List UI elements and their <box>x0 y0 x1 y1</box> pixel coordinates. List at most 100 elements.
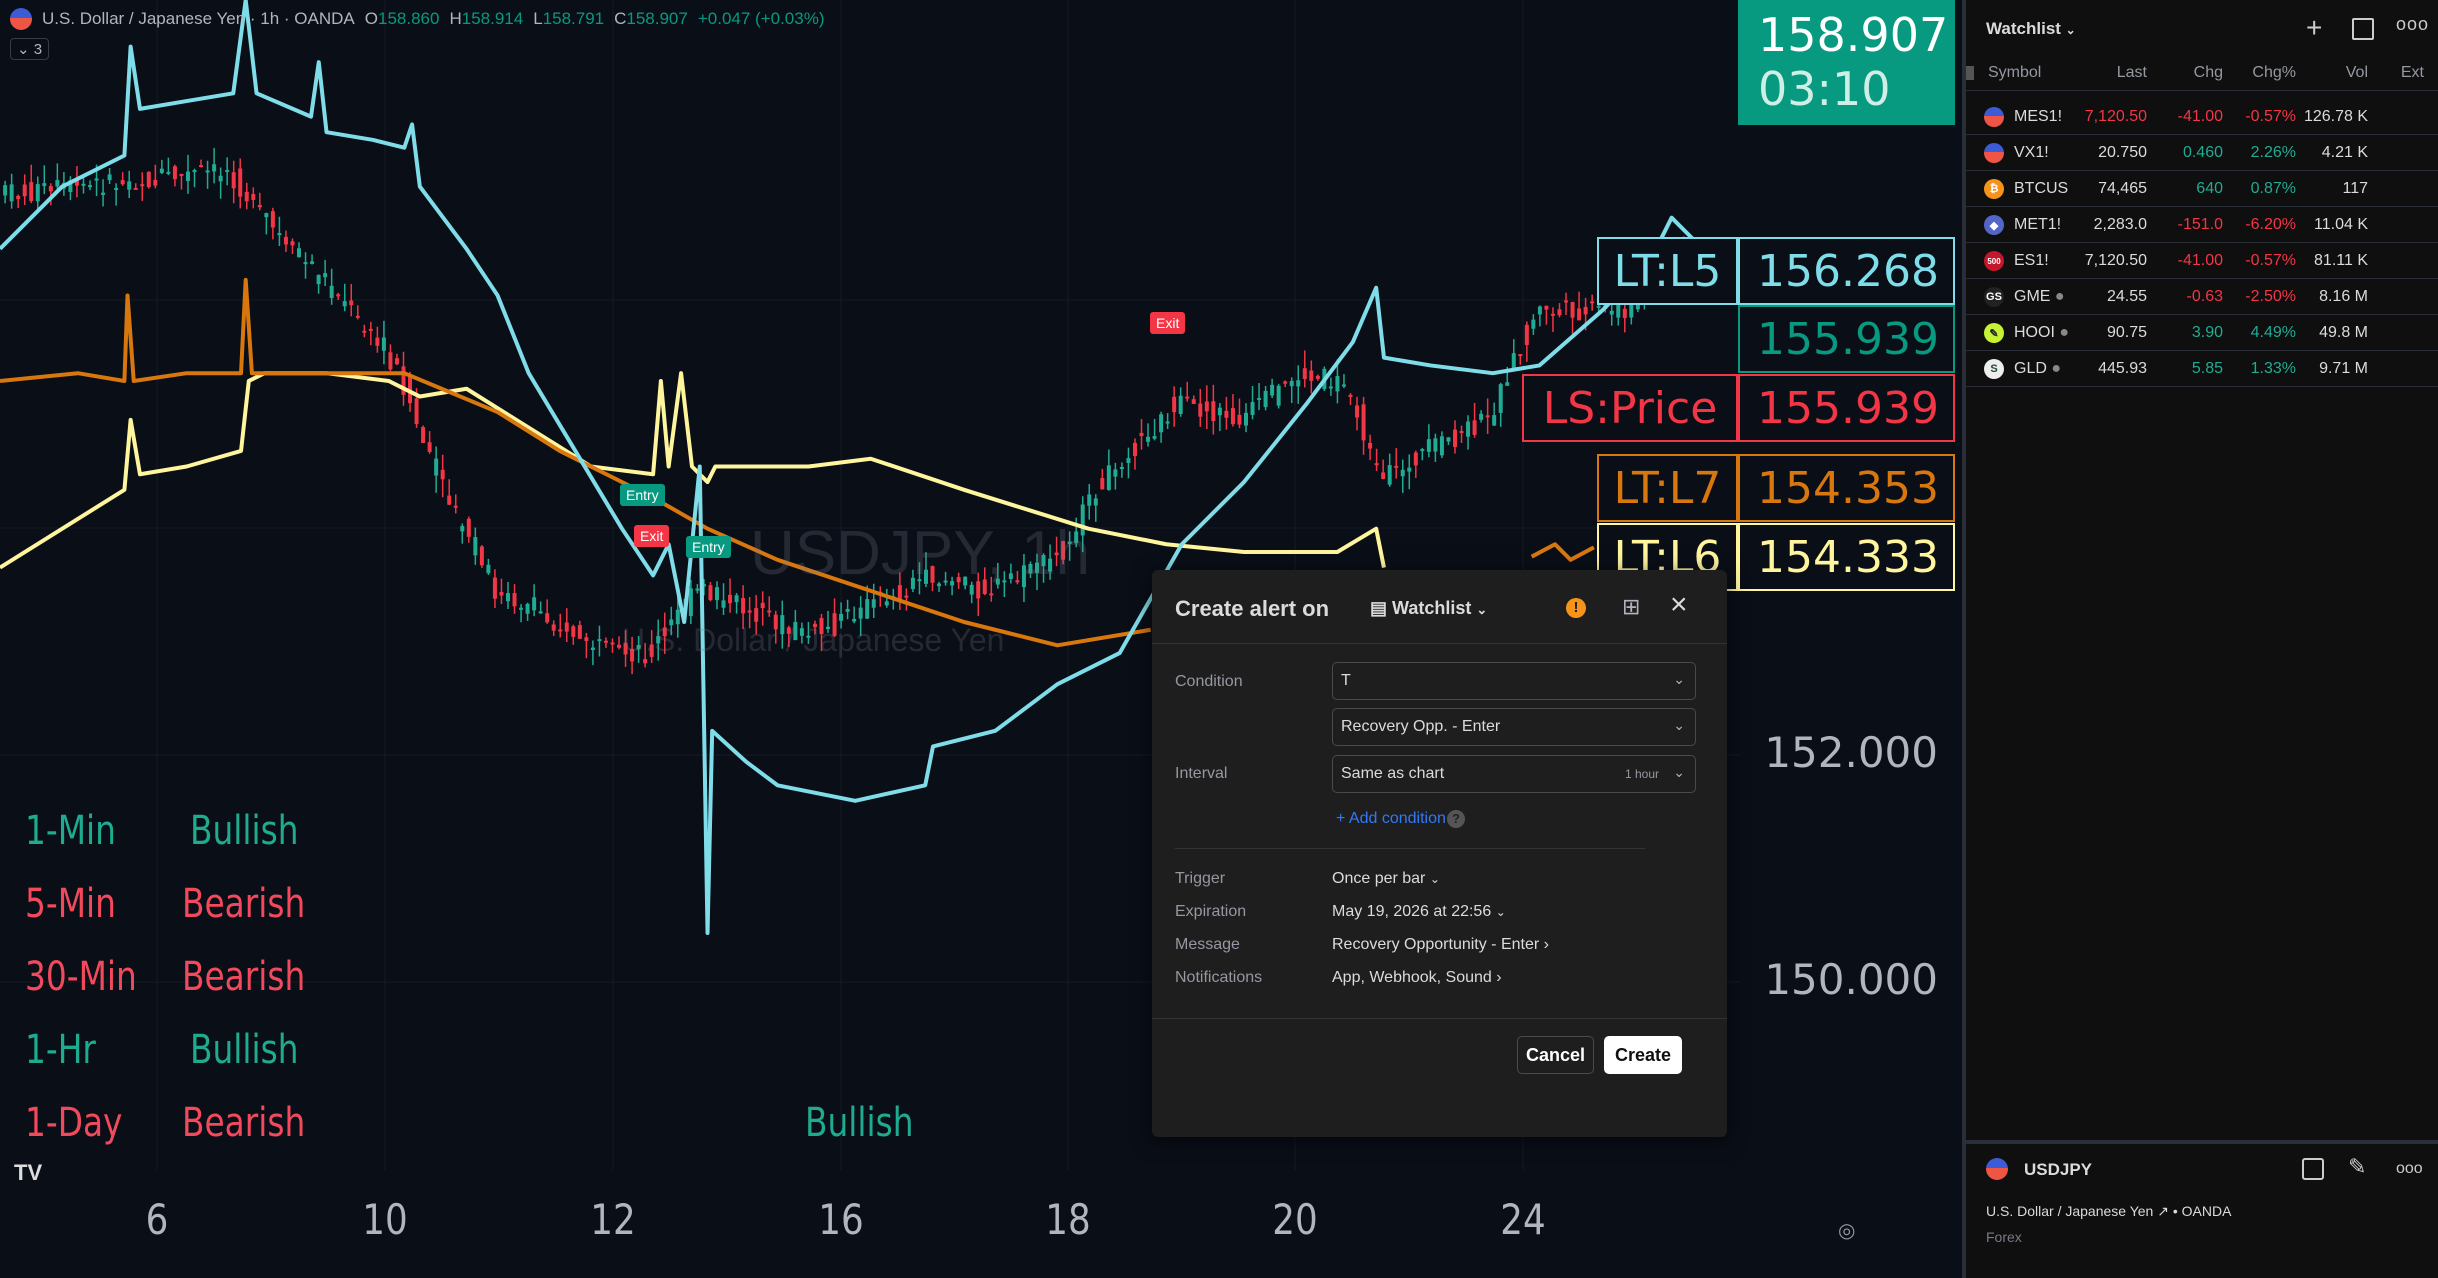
warning-icon[interactable]: ! <box>1566 598 1586 618</box>
row-symbol: ES1! <box>2014 252 2049 269</box>
notifications-link[interactable]: App, Webhook, Sound › <box>1332 969 1502 986</box>
add-symbol-icon[interactable]: + <box>2306 12 2323 43</box>
candle-body <box>1518 354 1523 357</box>
watchlist-row[interactable]: VX1! 20.750 0.460 2.26% 4.21 K <box>1966 135 2438 171</box>
watchlist-title[interactable]: Watchlist ⌄ <box>1986 19 2076 38</box>
candle-body <box>368 328 373 331</box>
x-tick: 18 <box>1045 1195 1091 1244</box>
candle-body <box>1015 580 1020 583</box>
settings-icon[interactable]: ◎ <box>1838 1220 1856 1242</box>
expiration-dropdown[interactable]: May 19, 2026 at 22:56 ⌄ <box>1332 903 1506 920</box>
candle-body <box>336 294 341 297</box>
exit-marker[interactable]: Exit <box>634 525 670 547</box>
candle-body <box>806 635 811 638</box>
candle-body <box>1531 319 1536 329</box>
candle-body <box>1374 463 1379 466</box>
more-options-icon[interactable]: ooo <box>2396 1160 2423 1177</box>
candle-body <box>447 495 452 505</box>
add-condition-button[interactable]: + Add condition <box>1336 810 1446 827</box>
candle-body <box>1368 442 1373 449</box>
chevron-down-icon: ⌄ <box>1429 872 1440 886</box>
tradingview-logo[interactable]: TV <box>14 1160 43 1185</box>
exit-marker[interactable]: Exit <box>1150 312 1186 334</box>
details-name[interactable]: U.S. Dollar / Japanese Yen <box>1986 1203 2154 1219</box>
candle-body <box>479 546 484 566</box>
interval-select[interactable]: Same as chart 1 hour ⌄ <box>1332 755 1696 793</box>
condition-symbol-select[interactable]: T ⌄ <box>1332 662 1696 700</box>
candle-body <box>257 204 262 208</box>
watchlist-row[interactable]: 500 ES1! 7,120.50 -41.00 -0.57% 81.11 K <box>1966 243 2438 279</box>
candle-body <box>297 248 302 258</box>
watchlist-row[interactable]: S GLD ● 445.93 5.85 1.33% 9.71 M <box>1966 351 2438 387</box>
watchlist-row[interactable]: MES1! 7,120.50 -41.00 -0.57% 126.78 K <box>1966 99 2438 135</box>
trigger-dropdown[interactable]: Once per bar ⌄ <box>1332 870 1440 887</box>
candle-body <box>1087 494 1092 506</box>
help-icon[interactable]: ? <box>1447 810 1465 828</box>
condition-select[interactable]: Recovery Opp. - Enter ⌄ <box>1332 708 1696 746</box>
price-line-label: LT:L7 <box>1597 454 1738 522</box>
candle-body <box>120 180 125 185</box>
change-value: +0.047 (+0.03%) <box>697 9 825 28</box>
candle-body <box>1498 384 1503 413</box>
advanced-view-icon[interactable] <box>2352 18 2374 40</box>
us-flag-icon <box>1984 107 2004 127</box>
watermark-name: U.S. Dollar / Japanese Yen <box>622 622 1005 658</box>
candle-body <box>695 588 700 591</box>
candle-body <box>793 621 798 641</box>
add-widget-icon[interactable]: ⊞ <box>1622 594 1641 619</box>
col-symbol[interactable]: Symbol <box>1988 64 2042 81</box>
row-symbol: BTCUS <box>2014 180 2069 197</box>
row-last: 2,283.0 <box>2093 216 2147 233</box>
watchlist-row[interactable]: ₿ BTCUS 74,465 640 0.87% 117 <box>1966 171 2438 207</box>
chevron-right-icon: › <box>1496 969 1502 986</box>
col-ext[interactable]: Ext <box>2400 64 2424 81</box>
candle-body <box>505 593 510 602</box>
col-chg[interactable]: Chg <box>2193 64 2223 81</box>
price-line-value: 155.939 <box>1738 374 1955 442</box>
entry-marker[interactable]: Entry <box>686 536 731 558</box>
ethereum-icon: ◆ <box>1984 215 2004 235</box>
more-options-icon[interactable]: ooo <box>2396 14 2430 34</box>
layout-icon[interactable] <box>2302 1158 2324 1180</box>
message-link[interactable]: Recovery Opportunity - Enter › <box>1332 936 1549 953</box>
col-last[interactable]: Last <box>2116 64 2147 81</box>
alert-target-dropdown[interactable]: ▤ Watchlist ⌄ <box>1370 598 1488 618</box>
cancel-button[interactable]: Cancel <box>1517 1036 1594 1074</box>
candle-body <box>1341 384 1346 387</box>
candle-body <box>760 602 765 609</box>
details-name-line: U.S. Dollar / Japanese Yen ↗ • OANDA <box>1986 1203 2232 1219</box>
candle-body <box>839 613 844 621</box>
watchlist-row[interactable]: ◆ MET1! 2,283.0 -151.0 -6.20% 11.04 K <box>1966 207 2438 243</box>
indicators-collapse-button[interactable]: ⌄ 3 <box>10 38 50 60</box>
candle-body <box>466 518 471 537</box>
candle-body <box>1048 558 1053 572</box>
row-chg: -41.00 <box>2177 252 2223 269</box>
candle-body <box>969 584 974 595</box>
signal-timeframe: 1-Hr <box>25 1027 96 1073</box>
x-tick: 20 <box>1272 1195 1318 1244</box>
candle-body <box>1348 394 1353 397</box>
symbol-title[interactable]: U.S. Dollar / Japanese Yen · 1h · OANDA <box>42 9 355 28</box>
flag-column-icon[interactable] <box>1966 66 1974 80</box>
watchlist-row[interactable]: GS GME ● 24.55 -0.63 -2.50% 8.16 M <box>1966 279 2438 315</box>
close-icon[interactable]: × <box>1670 588 1688 621</box>
col-vol[interactable]: Vol <box>2345 64 2368 81</box>
candle-body <box>499 591 504 596</box>
candle-body <box>1132 442 1137 457</box>
details-symbol[interactable]: USDJPY <box>2024 1160 2093 1179</box>
candle-body <box>414 398 419 425</box>
candle-body <box>1335 375 1340 392</box>
edit-icon[interactable]: ✎ <box>2348 1154 2367 1179</box>
candle-body <box>525 603 530 614</box>
candle-body <box>1283 381 1288 384</box>
create-button[interactable]: Create <box>1604 1036 1682 1074</box>
watchlist-row[interactable]: ✎ HOOI ● 90.75 3.90 4.49% 49.8 M <box>1966 315 2438 351</box>
chevron-down-icon: ⌄ <box>2065 23 2076 37</box>
col-chgp[interactable]: Chg% <box>2252 64 2296 81</box>
candle-body <box>714 587 719 601</box>
candle-body <box>1296 380 1301 387</box>
candle-body <box>662 627 667 637</box>
chevron-down-icon: ⌄ <box>17 41 34 58</box>
entry-marker[interactable]: Entry <box>620 484 665 506</box>
candle-body <box>1257 397 1262 400</box>
